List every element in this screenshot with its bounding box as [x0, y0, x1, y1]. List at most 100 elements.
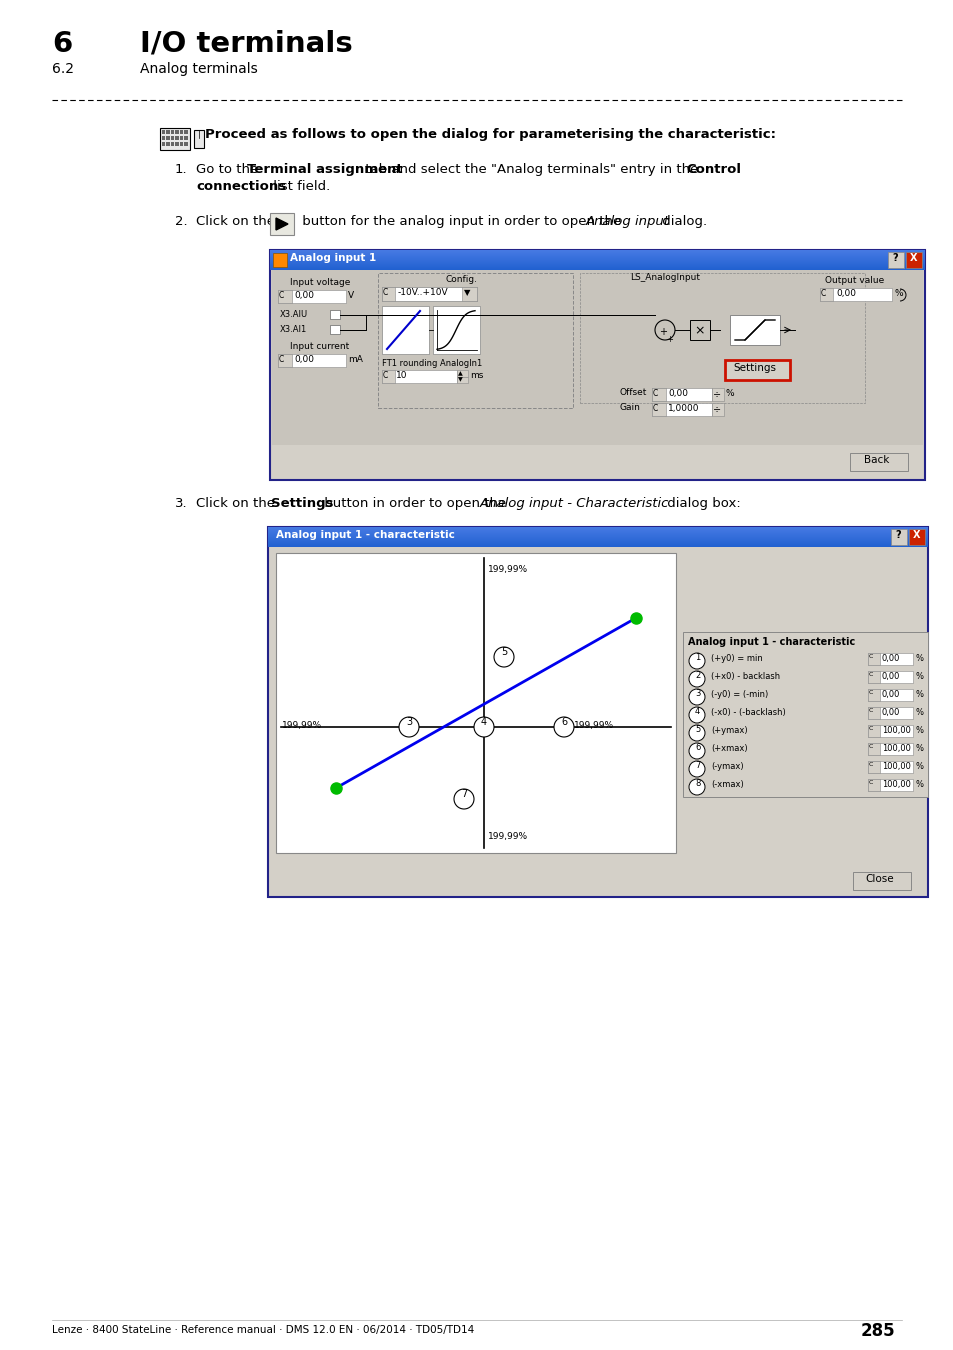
Text: C: C	[868, 726, 872, 730]
Text: C: C	[652, 389, 658, 398]
Text: (+xmax): (+xmax)	[710, 744, 747, 753]
Circle shape	[688, 671, 704, 687]
Text: Analog input 1 - characteristic: Analog input 1 - characteristic	[687, 637, 854, 647]
Text: ?: ?	[894, 531, 900, 540]
Bar	[867, 743, 912, 755]
Text: V: V	[348, 292, 354, 300]
Bar	[167, 130, 170, 134]
Text: Input voltage: Input voltage	[290, 278, 350, 288]
Text: ▲: ▲	[457, 371, 462, 377]
Text: Settings: Settings	[732, 363, 775, 373]
Text: C: C	[278, 355, 284, 364]
Text: 8: 8	[695, 779, 700, 787]
Text: Go to the: Go to the	[195, 163, 262, 176]
Bar	[180, 130, 183, 134]
Text: 0,00: 0,00	[882, 690, 900, 699]
Bar	[268, 526, 927, 547]
Text: C: C	[382, 371, 388, 379]
Bar	[270, 250, 924, 270]
Circle shape	[688, 707, 704, 724]
Text: X3.AIU: X3.AIU	[280, 310, 308, 319]
Bar	[456, 377, 468, 383]
Bar	[330, 310, 339, 319]
Text: dialog.: dialog.	[658, 215, 706, 228]
Text: Output value: Output value	[824, 275, 883, 285]
Bar	[381, 370, 456, 383]
Bar	[277, 290, 292, 302]
Text: +: +	[659, 327, 666, 338]
Bar	[867, 725, 879, 737]
Text: %: %	[915, 780, 923, 788]
Bar	[184, 136, 188, 140]
Text: button in order to open the: button in order to open the	[319, 497, 510, 510]
Text: 199,99%: 199,99%	[488, 566, 528, 574]
Bar	[724, 360, 789, 379]
Text: Control: Control	[685, 163, 740, 176]
Bar	[908, 529, 924, 545]
Bar	[456, 370, 468, 377]
Bar	[270, 213, 294, 235]
Bar	[171, 136, 174, 140]
Text: C: C	[868, 761, 872, 767]
Bar	[867, 779, 879, 791]
Text: Settings: Settings	[271, 497, 334, 510]
Bar	[381, 288, 395, 301]
Circle shape	[398, 717, 418, 737]
Text: 100,00: 100,00	[882, 780, 910, 788]
Text: 1,0000: 1,0000	[667, 404, 699, 413]
Bar	[175, 130, 179, 134]
Text: Terminal assignment: Terminal assignment	[247, 163, 402, 176]
Bar	[180, 142, 183, 146]
Text: 1: 1	[695, 652, 700, 662]
Text: C: C	[652, 404, 658, 413]
Text: (+ymax): (+ymax)	[710, 726, 747, 734]
Polygon shape	[275, 217, 288, 230]
Text: C: C	[382, 288, 388, 297]
Bar	[381, 370, 395, 383]
Text: C: C	[868, 780, 872, 784]
Bar	[175, 136, 179, 140]
Bar	[820, 288, 891, 301]
Text: C: C	[278, 292, 284, 300]
Text: ?: ?	[891, 252, 897, 263]
Bar	[867, 688, 879, 701]
Text: Click on the: Click on the	[195, 497, 279, 510]
Bar	[867, 671, 879, 683]
Bar	[682, 632, 927, 796]
Bar	[867, 779, 912, 791]
Text: (-xmax): (-xmax)	[710, 780, 743, 788]
Text: 199,99%: 199,99%	[282, 721, 322, 730]
Bar	[867, 653, 879, 666]
Bar	[184, 130, 188, 134]
Bar	[193, 130, 204, 148]
Bar	[867, 743, 879, 755]
Text: ms: ms	[470, 371, 483, 379]
Bar	[461, 288, 476, 301]
Text: 5: 5	[500, 647, 507, 657]
Text: FT1 rounding AnalogIn1: FT1 rounding AnalogIn1	[381, 359, 482, 369]
Bar	[272, 446, 923, 478]
Text: Analog input 1 - characteristic: Analog input 1 - characteristic	[275, 531, 455, 540]
Text: Close: Close	[864, 873, 893, 884]
Text: 0,00: 0,00	[294, 292, 314, 300]
Text: 199,99%: 199,99%	[574, 721, 614, 730]
Text: Analog input: Analog input	[585, 215, 669, 228]
Bar	[867, 707, 912, 720]
Bar	[905, 252, 921, 269]
Text: (-x0) - (-backlash): (-x0) - (-backlash)	[710, 707, 785, 717]
Text: -10V..+10V: -10V..+10V	[397, 288, 448, 297]
Text: Analog input 1: Analog input 1	[290, 252, 375, 263]
Text: 3: 3	[406, 717, 412, 728]
Circle shape	[554, 717, 574, 737]
Bar	[162, 142, 165, 146]
Text: Analog input - Characteristic: Analog input - Characteristic	[479, 497, 669, 510]
Text: %: %	[915, 653, 923, 663]
Text: 100,00: 100,00	[882, 726, 910, 734]
Text: 4: 4	[480, 717, 487, 728]
Text: 100,00: 100,00	[882, 761, 910, 771]
Bar	[381, 288, 476, 301]
Text: %: %	[915, 744, 923, 753]
Bar	[272, 270, 923, 446]
Circle shape	[474, 717, 494, 737]
Bar	[651, 387, 665, 401]
